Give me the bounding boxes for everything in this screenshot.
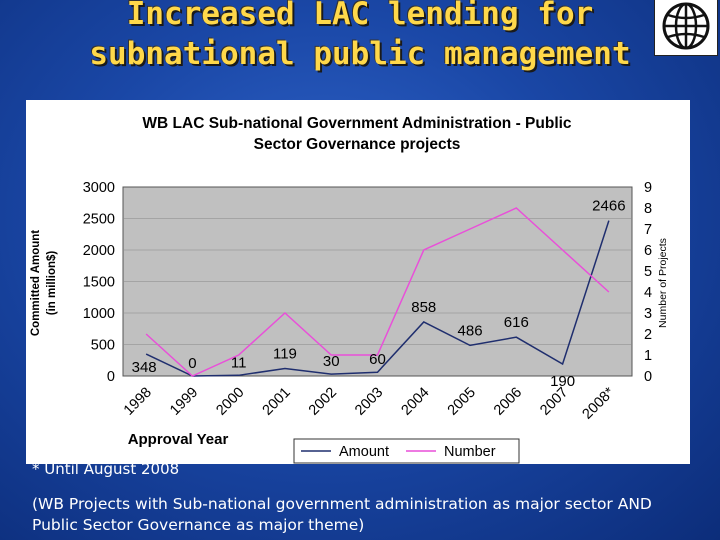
slide-title: Increased LAC lending for subnational pu…: [0, 0, 720, 74]
world-bank-logo: [654, 0, 718, 56]
x-tick-label: 2001: [260, 385, 294, 419]
footnote: * Until August 2008: [32, 460, 180, 478]
y-tick-label: 1000: [83, 306, 115, 322]
legend-label-number: Number: [444, 444, 496, 460]
y-axis-label-line-1: Committed Amount: [30, 230, 42, 336]
series-line-number: [145, 207, 610, 377]
data-label-amount: 616: [504, 314, 529, 331]
title-line-1: Increased LAC lending for: [126, 0, 594, 32]
data-label-amount: 0: [188, 355, 196, 372]
data-label-amount: 30: [323, 353, 340, 370]
chart-container: WB LAC Sub-national Government Administr…: [26, 100, 690, 464]
y-tick-label: 3000: [83, 180, 115, 196]
y2-tick-label: 6: [644, 243, 652, 259]
y2-tick-label: 0: [644, 369, 652, 385]
x-tick-label: 2006: [491, 385, 525, 419]
data-label-amount: 348: [132, 359, 157, 376]
y2-tick-label: 8: [644, 201, 652, 217]
data-label-amount: 486: [458, 322, 483, 339]
y-tick-label: 500: [91, 338, 115, 354]
y2-axis-label: Number of Projects: [657, 238, 669, 328]
y-tick-label: 1500: [83, 275, 115, 291]
world-bank-globe-icon: [662, 2, 710, 50]
y-axis-label-line-2: (in million$): [46, 251, 58, 316]
data-label-amount: 60: [369, 351, 386, 368]
x-tick-label: 1998: [121, 385, 155, 419]
x-tick-label: 2005: [445, 385, 479, 419]
chart-title-line-2: Sector Governance projects: [254, 136, 461, 153]
data-label-amount: 119: [273, 346, 297, 363]
legend: Amount Number: [293, 438, 520, 464]
x-tick-label: 2003: [352, 385, 386, 419]
chart-title-line-1: WB LAC Sub-national Government Administr…: [142, 115, 572, 132]
x-axis-label: Approval Year: [128, 431, 229, 448]
data-label-amount: 858: [411, 299, 436, 316]
line-chart: WB LAC Sub-national Government Administr…: [30, 115, 669, 464]
y2-tick-label: 4: [644, 285, 652, 301]
x-tick-label: 1999: [167, 385, 201, 419]
y2-tick-label: 9: [644, 180, 652, 196]
data-label-amount: 11: [231, 354, 247, 371]
y2-tick-label: 5: [644, 264, 652, 280]
data-label-amount: 2466: [592, 198, 625, 215]
y2-tick-label: 7: [644, 222, 652, 238]
source-note: (WB Projects with Sub-national governmen…: [32, 495, 652, 534]
x-tick-label: 2000: [213, 385, 247, 419]
series-line-amount: [145, 220, 610, 377]
y-tick-label: 0: [107, 369, 115, 385]
y-tick-label: 2000: [83, 243, 115, 259]
y2-tick-label: 3: [644, 306, 652, 322]
data-label-amount: 190: [550, 373, 575, 390]
y2-tick-label: 2: [644, 327, 652, 343]
title-line-2: subnational public management: [89, 36, 631, 72]
x-tick-label: 2002: [306, 385, 340, 419]
x-tick-label: 2004: [398, 385, 432, 419]
x-tick-label: 2008*: [580, 384, 618, 422]
legend-label-amount: Amount: [339, 444, 389, 460]
y-tick-label: 2500: [83, 212, 115, 228]
y2-tick-label: 1: [644, 348, 652, 364]
